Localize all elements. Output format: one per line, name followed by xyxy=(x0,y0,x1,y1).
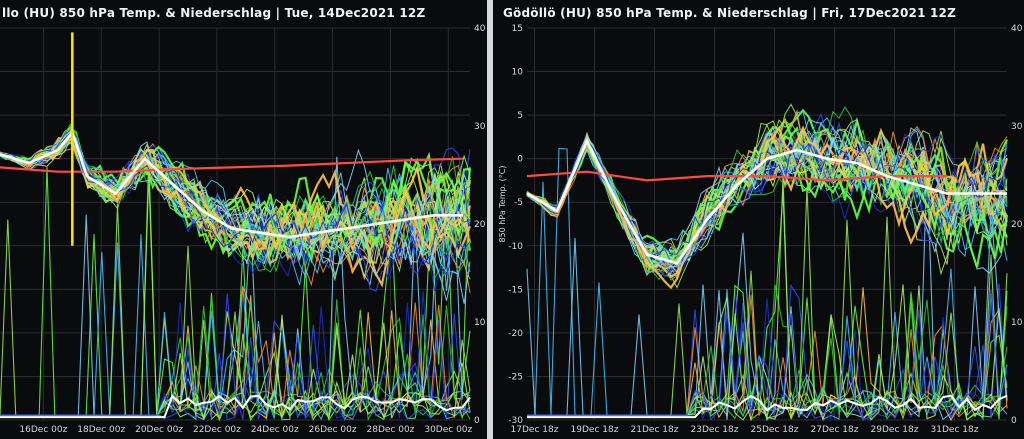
x-tick-label: 18Dec 00z xyxy=(77,425,125,435)
right-tick-label: 40 xyxy=(474,24,486,34)
left-tick-label: -25 xyxy=(508,372,523,382)
x-tick-label: 31Dec 18z xyxy=(931,425,979,435)
right-tick-label: 30 xyxy=(1011,122,1023,132)
x-tick-label: 20Dec 00z xyxy=(135,425,183,435)
left-tick-label: 5 xyxy=(517,111,523,121)
left-tick-label: 10 xyxy=(512,68,524,78)
right-tick-label: 10 xyxy=(474,318,486,328)
right-tick-label: 20 xyxy=(1011,220,1023,230)
precip-member-line xyxy=(527,289,1008,421)
left-tick-label: -10 xyxy=(508,242,523,252)
temperature-member-line xyxy=(526,108,1008,263)
left-tick-label: 0 xyxy=(517,155,523,165)
x-tick-label: 26Dec 00z xyxy=(309,425,357,435)
ensemble-mean-line xyxy=(526,138,1007,265)
x-tick-label: 24Dec 00z xyxy=(251,425,299,435)
left-tick-label: -20 xyxy=(508,329,523,339)
y-axis-label: 850 hPa Temp. (°C) xyxy=(498,165,507,242)
temperature-member-line xyxy=(526,133,1008,256)
x-tick-label: 19Dec 18z xyxy=(571,425,619,435)
precip-members xyxy=(0,156,471,422)
left-chart-title: llo (HU) 850 hPa Temp. & Niederschlag | … xyxy=(2,6,426,20)
left-chart-svg: 16Dec 00z 18Dec 00z 20Dec 00z 22Dec 00z 24De… xyxy=(0,24,486,435)
temperature-member-line xyxy=(0,131,471,276)
x-tick-label: 23Dec 18z xyxy=(691,425,739,435)
left-tick-label: -30 xyxy=(508,416,523,426)
right-tick-label: 10 xyxy=(1011,318,1023,328)
x-tick-label: 27Dec 18z xyxy=(811,425,859,435)
left-tick-label: -5 xyxy=(514,198,523,208)
right-chart-title: Gödöllö (HU) 850 hPa Temp. & Niederschla… xyxy=(503,6,956,20)
climate-line xyxy=(526,170,947,182)
right-tick-label: 20 xyxy=(474,220,486,230)
panel-divider xyxy=(487,0,493,439)
precip-mean-line xyxy=(527,394,1008,419)
temperature-members xyxy=(0,122,472,304)
precip-member-line xyxy=(0,293,471,420)
x-tick-label: 28Dec 00z xyxy=(367,425,415,435)
x-tick-label: 21Dec 18z xyxy=(631,425,679,435)
temperature-members xyxy=(526,103,1009,290)
left-tick-label: 15 xyxy=(512,24,523,34)
right-chart-panel: 17Dec 18z 19Dec 18z 21Dec 18z 23Dec 18z 25De… xyxy=(493,0,1024,439)
x-tick-label: 29Dec 18z xyxy=(871,425,919,435)
temperature-member-line xyxy=(526,123,1008,268)
x-tick-label: 17Dec 18z xyxy=(511,425,559,435)
right-tick-label: 0 xyxy=(1011,416,1017,426)
climate-line xyxy=(0,157,463,173)
left-chart-panel: 16Dec 00z 18Dec 00z 20Dec 00z 22Dec 00z 24De… xyxy=(0,0,487,439)
ensemble-mean-line xyxy=(0,129,463,239)
x-tick-label: 30Dec 00z xyxy=(424,425,472,435)
left-tick-label: -15 xyxy=(508,285,523,295)
x-tick-label: 25Dec 18z xyxy=(751,425,799,435)
right-tick-label: 30 xyxy=(474,122,486,132)
right-tick-label: 0 xyxy=(474,416,480,426)
x-tick-label: 16Dec 00z xyxy=(19,425,67,435)
right-chart-svg: 17Dec 18z 19Dec 18z 21Dec 18z 23Dec 18z 25De… xyxy=(498,24,1023,435)
right-tick-label: 40 xyxy=(1011,24,1023,34)
x-tick-label: 22Dec 00z xyxy=(193,425,241,435)
precip-mean-line xyxy=(0,394,471,419)
